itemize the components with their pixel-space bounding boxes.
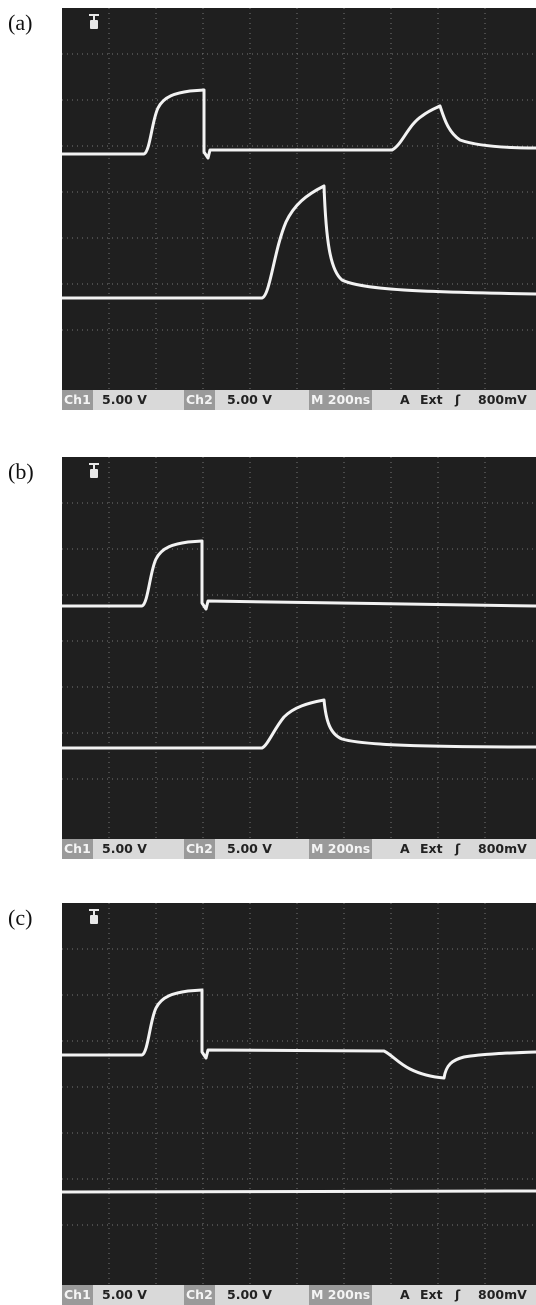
trigger-level: 800mV <box>478 841 527 856</box>
ch2-label: Ch2 <box>184 390 215 410</box>
status-bar: Ch1 5.00 V Ch2 5.00 V M 200ns A Ext ʃ 80… <box>62 839 536 859</box>
ch1-scale: 5.00 V <box>102 392 147 407</box>
trigger-t-icon <box>89 909 99 924</box>
ch1-trace <box>62 988 536 1080</box>
scope-display <box>62 8 536 390</box>
scope-display <box>62 903 536 1285</box>
trigger-mode: A <box>400 841 410 856</box>
ch1-scale: 5.00 V <box>102 841 147 856</box>
ch2-trace <box>62 184 536 300</box>
scope-panel-c: (c) Ch1 5.00 V Ch2 5.00 V M 200ns A Ext … <box>0 895 536 1305</box>
trigger-slope-icon: ʃ <box>455 392 461 407</box>
ch1-trace <box>62 88 536 160</box>
trigger-mode: A <box>400 1287 410 1302</box>
ch2-label: Ch2 <box>184 839 215 859</box>
screen-background <box>62 8 536 390</box>
screen-background <box>62 903 536 1285</box>
trigger-source: Ext <box>420 841 443 856</box>
grid <box>62 903 536 1285</box>
trigger-source: Ext <box>420 392 443 407</box>
scope-display <box>62 457 536 839</box>
status-bar: Ch1 5.00 V Ch2 5.00 V M 200ns A Ext ʃ 80… <box>62 1285 536 1305</box>
oscilloscope-screen: Ch1 5.00 V Ch2 5.00 V M 200ns A Ext ʃ 80… <box>62 895 536 1305</box>
timebase: M 200ns <box>309 390 373 410</box>
trigger-level: 800mV <box>478 392 527 407</box>
timebase: M 200ns <box>309 839 373 859</box>
panel-label: (b) <box>8 459 34 484</box>
trigger-level: 800mV <box>478 1287 527 1302</box>
trigger-slope-icon: ʃ <box>455 841 461 856</box>
ch2-scale: 5.00 V <box>227 392 272 407</box>
trigger-t-icon <box>89 463 99 478</box>
oscilloscope-screen: Ch1 5.00 V Ch2 5.00 V M 200ns A Ext ʃ 80… <box>62 0 536 410</box>
trigger-mode: A <box>400 392 410 407</box>
ch1-trace <box>62 539 536 611</box>
timebase: M 200ns <box>309 1285 373 1305</box>
grid <box>62 457 536 839</box>
trigger-slope-icon: ʃ <box>455 1287 461 1302</box>
oscilloscope-screen: Ch1 5.00 V Ch2 5.00 V M 200ns A Ext ʃ 80… <box>62 449 536 859</box>
ch2-label: Ch2 <box>184 1285 215 1305</box>
ch1-label: Ch1 <box>62 1285 93 1305</box>
panel-label: (c) <box>8 905 33 930</box>
ch2-scale: 5.00 V <box>227 1287 272 1302</box>
trigger-source: Ext <box>420 1287 443 1302</box>
trigger-t-icon <box>89 14 99 29</box>
ch1-label: Ch1 <box>62 839 93 859</box>
panel-label: (a) <box>8 10 33 35</box>
grid <box>62 8 536 390</box>
ch1-scale: 5.00 V <box>102 1287 147 1302</box>
scope-panel-a: (a) Ch1 5.00 V Ch2 5.00 V M 200ns A Ext … <box>0 0 536 410</box>
screen-background <box>62 457 536 839</box>
status-bar: Ch1 5.00 V Ch2 5.00 V M 200ns A Ext ʃ 80… <box>62 390 536 410</box>
ch2-trace <box>62 698 536 750</box>
ch2-trace <box>62 1189 536 1194</box>
scope-panel-b: (b) Ch1 5.00 V Ch2 5.00 V M 200ns A Ext … <box>0 449 536 859</box>
ch1-label: Ch1 <box>62 390 93 410</box>
ch2-scale: 5.00 V <box>227 841 272 856</box>
